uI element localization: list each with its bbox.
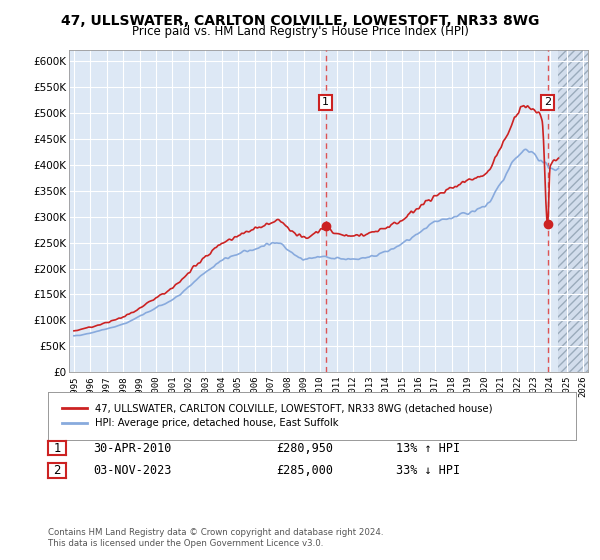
Bar: [559, 50, 588, 372]
Text: 1: 1: [322, 97, 329, 108]
Text: 03-NOV-2023: 03-NOV-2023: [93, 464, 172, 477]
Text: 1: 1: [53, 441, 61, 455]
Text: 2: 2: [53, 464, 61, 477]
Text: 47, ULLSWATER, CARLTON COLVILLE, LOWESTOFT, NR33 8WG: 47, ULLSWATER, CARLTON COLVILLE, LOWESTO…: [61, 14, 539, 28]
Legend: 47, ULLSWATER, CARLTON COLVILLE, LOWESTOFT, NR33 8WG (detached house), HPI: Aver: 47, ULLSWATER, CARLTON COLVILLE, LOWESTO…: [58, 399, 497, 432]
Text: 13% ↑ HPI: 13% ↑ HPI: [396, 441, 460, 455]
Text: Price paid vs. HM Land Registry's House Price Index (HPI): Price paid vs. HM Land Registry's House …: [131, 25, 469, 38]
Text: £285,000: £285,000: [276, 464, 333, 477]
Text: 33% ↓ HPI: 33% ↓ HPI: [396, 464, 460, 477]
Text: £280,950: £280,950: [276, 441, 333, 455]
Text: 2: 2: [544, 97, 551, 108]
Text: 30-APR-2010: 30-APR-2010: [93, 441, 172, 455]
Text: Contains HM Land Registry data © Crown copyright and database right 2024.
This d: Contains HM Land Registry data © Crown c…: [48, 528, 383, 548]
Bar: [559, 50, 588, 372]
